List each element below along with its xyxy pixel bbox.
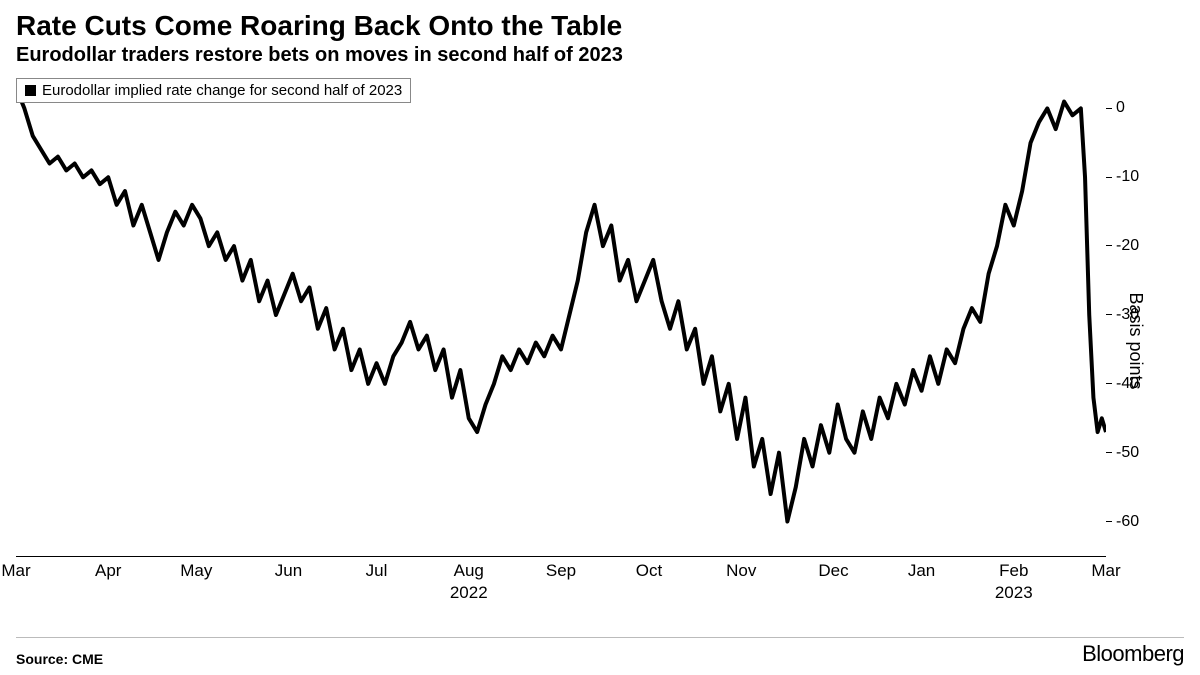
x-tick: Jan: [908, 561, 935, 581]
x-ticks: MarAprMayJunJulAugSepOctNovDecJanFebMar2…: [16, 557, 1106, 607]
legend-label: Eurodollar implied rate change for secon…: [42, 82, 402, 99]
x-tick: Mar: [1091, 561, 1120, 581]
x-tick: Oct: [636, 561, 662, 581]
chart-subtitle: Eurodollar traders restore bets on moves…: [16, 44, 1184, 67]
brand-label: Bloomberg: [1082, 641, 1184, 667]
chart-container: Rate Cuts Come Roaring Back Onto the Tab…: [0, 0, 1200, 675]
y-tick: -60: [1106, 513, 1139, 531]
chart-area: 0-10-20-30-40-50-60 Basis points Mar Apr M…: [16, 74, 1184, 607]
x-year-label: 2023: [995, 583, 1033, 603]
legend-swatch: [25, 85, 36, 96]
y-axis-title: Basis points: [1125, 292, 1146, 389]
line-svg: [16, 74, 1106, 556]
y-tick: -50: [1106, 444, 1139, 462]
x-tick: Aug: [454, 561, 484, 581]
x-tick: Dec: [818, 561, 848, 581]
footer: Source: CME Bloomberg: [16, 637, 1184, 667]
x-tick: Apr: [95, 561, 121, 581]
x-tick: Feb: [999, 561, 1028, 581]
y-tick: -20: [1106, 237, 1139, 255]
chart-title: Rate Cuts Come Roaring Back Onto the Tab…: [16, 10, 1184, 42]
x-tick: Nov: [726, 561, 756, 581]
x-tick: Sep: [546, 561, 576, 581]
x-tick: Mar: [1, 561, 30, 581]
y-tick: 0: [1106, 99, 1125, 117]
x-tick: Jun: [275, 561, 302, 581]
y-tick: -10: [1106, 168, 1139, 186]
x-year-label: 2022: [450, 583, 488, 603]
plot-area: 0-10-20-30-40-50-60: [16, 74, 1106, 557]
source-label: Source: CME: [16, 651, 103, 667]
x-tick: May: [180, 561, 212, 581]
x-tick: Jul: [366, 561, 388, 581]
legend: Eurodollar implied rate change for secon…: [16, 78, 411, 103]
